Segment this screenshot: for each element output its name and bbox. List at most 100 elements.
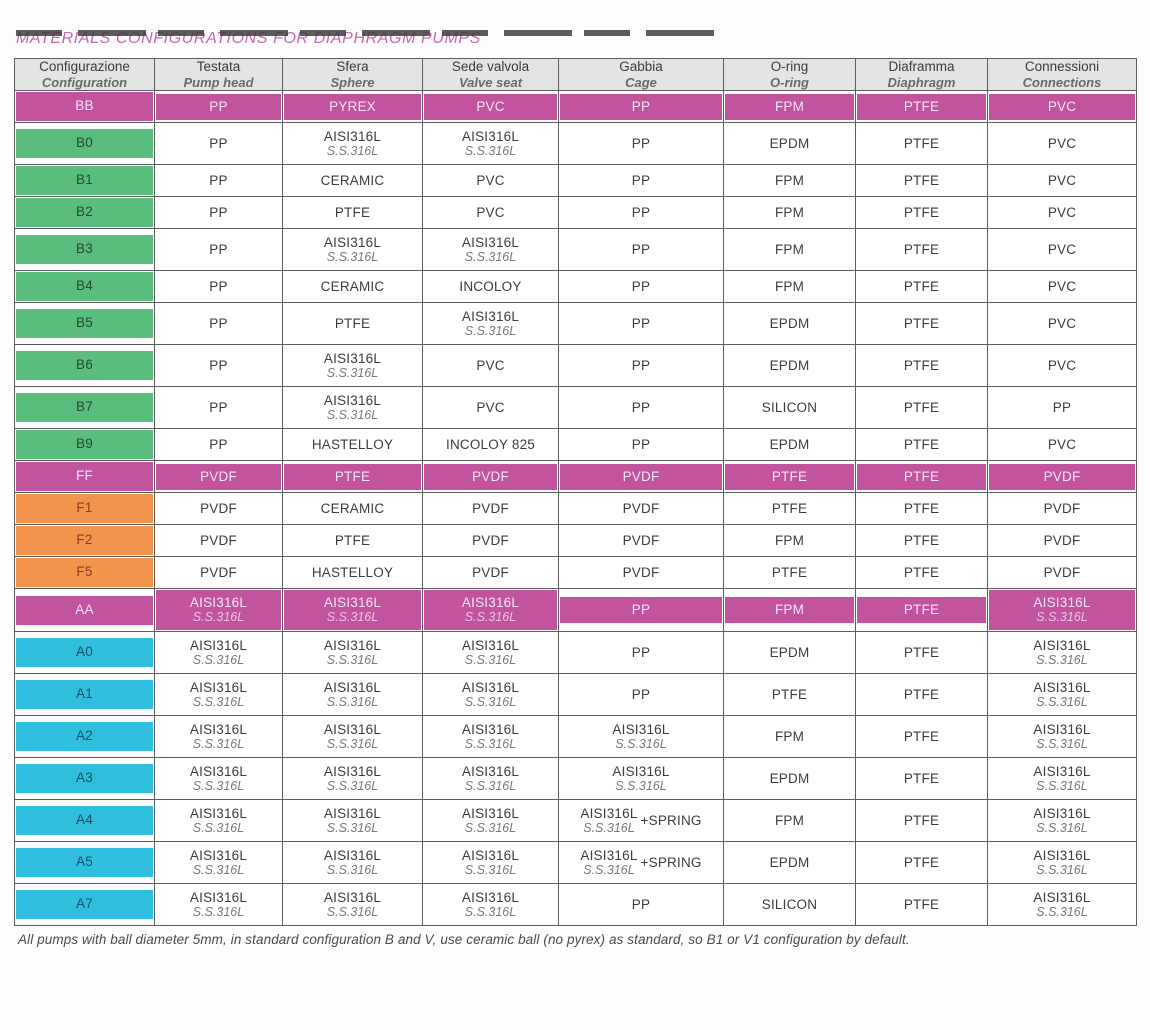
material-name: AISI316L [461, 806, 520, 821]
material-name: PVC [1047, 98, 1077, 114]
material-cell: PTFE [855, 631, 988, 674]
material-name: PP [209, 98, 228, 114]
material-name-alt: S.S.316L [464, 779, 517, 793]
material-name: AISI316L [323, 722, 382, 737]
material-name-alt: S.S.316L [464, 821, 517, 835]
config-id: A0 [75, 644, 94, 659]
config-id: B6 [75, 357, 94, 372]
config-row-F5: F5 PVDF HASTELLOY PVDF PVDF PTFE PTFE PVDF [14, 556, 1137, 589]
material-name-alt: S.S.316L [464, 324, 517, 338]
material-name-alt: S.S.316L [192, 610, 245, 624]
material-name: EPDM [769, 316, 810, 331]
material-cell: AISI316L S.S.316L [154, 757, 283, 800]
material-name-alt: S.S.316L [464, 653, 517, 667]
column-label-it: Diaframma [888, 59, 955, 74]
material-cell: FPM [723, 164, 856, 197]
material-cell: AISI316L S.S.316L +SPRING [558, 799, 724, 842]
config-cell: A3 [14, 757, 155, 800]
material-name: CERAMIC [320, 173, 385, 188]
material-cell: PTFE [723, 673, 856, 716]
material-name: AISI316L [189, 806, 248, 821]
material-name: AISI316L [323, 595, 382, 610]
material-name: PVC [1047, 173, 1077, 188]
material-name-alt: S.S.316L [464, 737, 517, 751]
material-name: AISI316L [189, 680, 248, 695]
spring-suffix: +SPRING [640, 855, 702, 870]
material-cell: FPM [723, 588, 856, 632]
material-name: AISI316L [323, 129, 382, 144]
material-name: PTFE [903, 729, 940, 744]
material-cell: PTFE [855, 270, 988, 303]
material-name-alt: S.S.316L [615, 737, 667, 751]
material-cell: PVC [422, 344, 559, 387]
material-cell: PTFE [855, 883, 988, 926]
column-label-it: Testata [196, 59, 241, 74]
material-cell: PVDF [987, 460, 1137, 493]
material-name: PP [631, 136, 651, 151]
material-cell: PP [154, 302, 283, 345]
config-id: F1 [76, 500, 93, 515]
material-name-alt: S.S.316L [464, 695, 517, 709]
material-cell: PVDF [558, 492, 724, 525]
material-cell: PVDF [422, 460, 559, 493]
material-name: PTFE [903, 533, 940, 548]
material-name: AISI316L [1033, 848, 1091, 863]
material-name: FPM [774, 533, 805, 548]
column-label-en: Sphere [330, 75, 375, 90]
material-cell: PTFE [855, 841, 988, 884]
material-name-alt: S.S.316L [326, 863, 379, 877]
material-cell: PP [558, 883, 724, 926]
material-name: PVC [1047, 437, 1077, 452]
material-cell: PVC [987, 196, 1137, 229]
config-cell: B7 [14, 386, 155, 429]
column-label-en: Cage [625, 75, 657, 90]
material-name: PVC [476, 173, 505, 188]
config-row-F1: F1 PVDF CERAMIC PVDF PVDF PTFE PTFE PVDF [14, 492, 1137, 525]
material-name: PVC [1047, 136, 1077, 151]
material-name-alt: S.S.316L [583, 821, 635, 835]
material-cell: PP [558, 164, 724, 197]
material-name: FPM [774, 205, 805, 220]
material-cell: PVC [422, 164, 559, 197]
material-name-alt: S.S.316L [1036, 695, 1088, 709]
config-row-B4: B4 PP CERAMIC INCOLOY PP FPM PTFE PVC [14, 270, 1137, 303]
material-cell: PP [558, 270, 724, 303]
config-row-B0: B0 PP AISI316L S.S.316L AISI316L S.S.316L PP EP… [14, 122, 1137, 165]
material-name: PTFE [334, 316, 371, 331]
material-name-alt: S.S.316L [464, 905, 517, 919]
material-cell: PVDF [987, 556, 1137, 589]
material-name: PVDF [1043, 501, 1081, 516]
material-cell: AISI316L S.S.316L [282, 673, 423, 716]
material-cell: PVC [987, 428, 1137, 461]
material-name: PP [631, 602, 651, 617]
column-label-en: Pump head [183, 75, 254, 90]
config-id: A3 [75, 770, 94, 785]
config-id: F2 [76, 532, 93, 547]
material-cell: AISI316L S.S.316L [282, 841, 423, 884]
config-id: FF [75, 468, 94, 483]
material-cell: PP [154, 344, 283, 387]
material-name-alt: S.S.316L [192, 863, 245, 877]
config-row-FF: FF PVDF PTFE PVDF PVDF PTFE PTFE PVDF [14, 460, 1137, 493]
material-cell: FPM [723, 715, 856, 758]
material-cell: PTFE [855, 302, 988, 345]
material-name: EPDM [769, 136, 810, 151]
material-cell: INCOLOY [422, 270, 559, 303]
config-row-A4: A4 AISI316L S.S.316L AISI316L S.S.316L AISI31… [14, 799, 1137, 842]
material-cell: PTFE [855, 799, 988, 842]
config-row-B7: B7 PP AISI316L S.S.316L PVC PP SILICON PTFE PP [14, 386, 1137, 429]
material-name-alt: S.S.316L [326, 737, 379, 751]
material-name: PVC [1047, 358, 1077, 373]
material-name: PP [209, 400, 228, 415]
material-name: PP [631, 897, 651, 912]
material-cell: PTFE [855, 196, 988, 229]
material-name: AISI316L [612, 722, 670, 737]
material-cell: AISI316L S.S.316L [282, 588, 423, 632]
material-name: FPM [774, 729, 805, 744]
material-cell: AISI316L S.S.316L [987, 841, 1137, 884]
material-name: INCOLOY [459, 279, 522, 294]
config-id: A1 [75, 686, 94, 701]
material-cell: PTFE [855, 122, 988, 165]
material-name: PTFE [903, 205, 940, 220]
material-cell: PTFE [282, 196, 423, 229]
